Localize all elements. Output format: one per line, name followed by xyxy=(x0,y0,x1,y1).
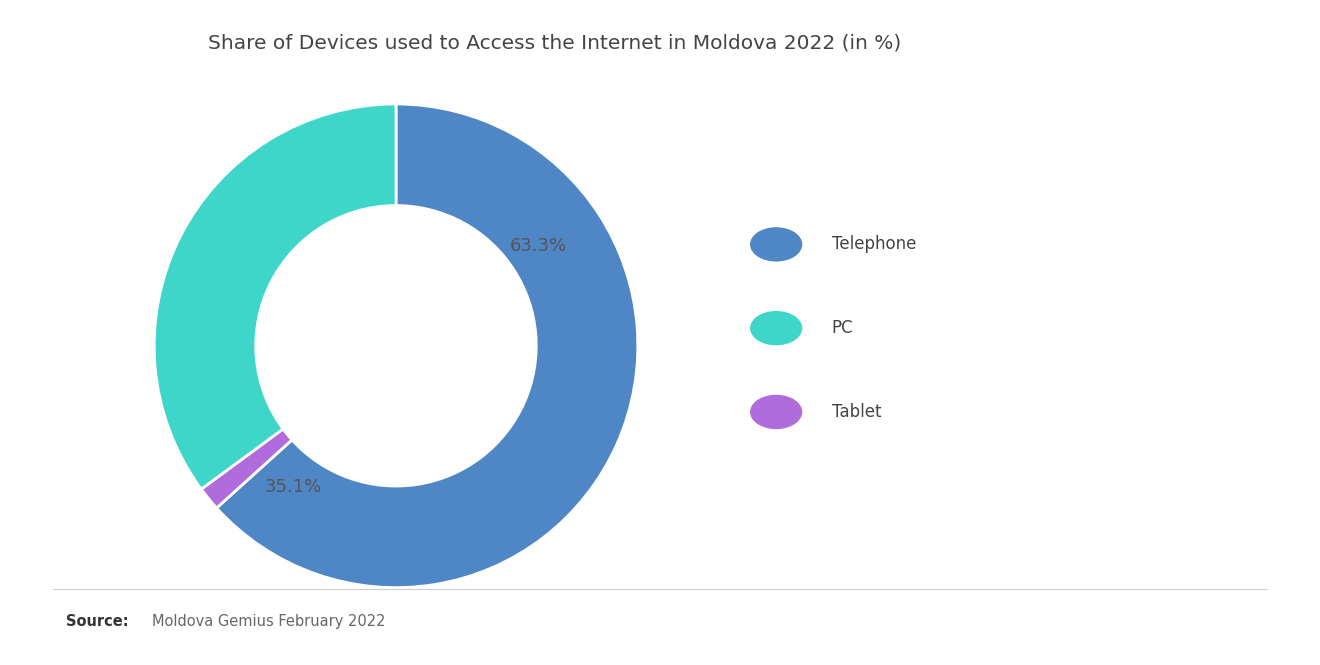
Text: 63.3%: 63.3% xyxy=(510,237,568,255)
Text: Source:: Source: xyxy=(66,614,128,629)
Text: Tablet: Tablet xyxy=(832,403,882,421)
Text: Moldova Gemius February 2022: Moldova Gemius February 2022 xyxy=(152,614,385,629)
Circle shape xyxy=(751,228,801,261)
Circle shape xyxy=(751,312,801,344)
Text: PC: PC xyxy=(832,319,853,337)
Circle shape xyxy=(751,396,801,428)
Wedge shape xyxy=(201,429,292,508)
Text: 35.1%: 35.1% xyxy=(265,477,322,495)
Wedge shape xyxy=(216,104,638,588)
Text: Share of Devices used to Access the Internet in Moldova 2022 (in %): Share of Devices used to Access the Inte… xyxy=(207,33,902,53)
Wedge shape xyxy=(154,104,396,489)
Text: Telephone: Telephone xyxy=(832,235,916,253)
